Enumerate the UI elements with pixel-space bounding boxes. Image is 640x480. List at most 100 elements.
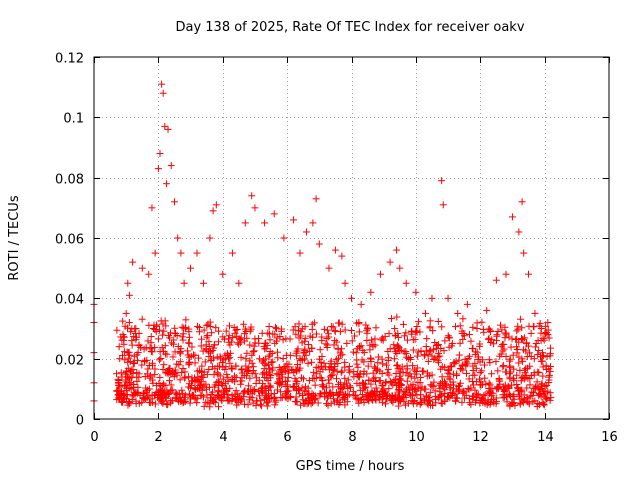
data-point-band	[295, 320, 303, 328]
data-point-band	[353, 379, 361, 387]
data-point-band	[160, 361, 168, 369]
data-point-band	[216, 353, 224, 361]
data-point-band	[262, 369, 270, 377]
data-point-band	[280, 364, 288, 372]
data-point-band	[200, 402, 208, 410]
data-point-band	[289, 383, 297, 391]
data-point-band	[481, 361, 489, 369]
data-point-band	[299, 375, 307, 383]
data-point-band	[205, 383, 213, 391]
data-point-band	[476, 342, 484, 350]
data-point-band	[185, 358, 193, 366]
data-point-band	[282, 351, 290, 359]
data-point-band	[133, 357, 141, 365]
data-point-band	[334, 344, 342, 352]
data-point-band	[539, 400, 547, 408]
data-point-band	[416, 398, 424, 406]
data-point-band	[302, 351, 310, 359]
data-point-band	[125, 354, 133, 362]
data-point-band	[279, 354, 287, 362]
data-point-band	[337, 351, 345, 359]
data-point-band	[227, 338, 235, 346]
data-point-band	[375, 377, 383, 385]
data-point-band	[479, 325, 487, 333]
data-point-band	[436, 352, 444, 360]
data-point-band	[365, 393, 373, 401]
data-point-band	[403, 385, 411, 393]
data-point-band	[203, 332, 211, 340]
data-point-band	[169, 353, 177, 361]
data-point-band	[347, 327, 355, 335]
data-point	[161, 122, 169, 130]
data-point-band	[276, 376, 284, 384]
data-point-band	[176, 347, 184, 355]
data-point-band	[334, 360, 342, 368]
data-point	[312, 195, 320, 203]
data-point-band	[174, 396, 182, 404]
data-point-band	[316, 346, 324, 354]
data-point	[212, 201, 220, 209]
data-point-band	[438, 400, 446, 408]
data-point-band	[510, 376, 518, 384]
data-point	[525, 270, 533, 278]
data-point-band	[156, 396, 164, 404]
data-point-band	[361, 380, 369, 388]
data-point-band	[253, 397, 261, 405]
data-point-band	[141, 372, 149, 380]
data-point-band	[296, 390, 304, 398]
data-point-band	[198, 386, 206, 394]
data-point-band	[300, 355, 308, 363]
data-point-band	[225, 332, 233, 340]
data-point-band	[324, 401, 332, 409]
data-point-band	[273, 337, 281, 345]
data-point	[439, 201, 447, 209]
data-point-band	[330, 395, 338, 403]
data-point-band	[283, 388, 291, 396]
data-point	[159, 89, 167, 97]
data-point-band	[244, 367, 252, 375]
data-point-band	[393, 341, 401, 349]
data-point-band	[471, 371, 479, 379]
data-point-band	[206, 400, 214, 408]
data-point	[376, 270, 384, 278]
data-point	[174, 234, 182, 242]
data-point-band	[213, 369, 221, 377]
data-point-band	[179, 336, 187, 344]
data-point-band	[122, 367, 130, 375]
data-point-band	[165, 368, 173, 376]
data-point-band	[206, 349, 214, 357]
data-point-band	[214, 338, 222, 346]
data-point-band	[412, 328, 420, 336]
data-point	[537, 325, 545, 332]
data-point-band	[150, 391, 158, 399]
data-point	[393, 246, 401, 254]
data-point-band	[471, 386, 479, 394]
data-point-band	[390, 341, 398, 349]
data-point-band	[236, 377, 244, 385]
data-point-band	[423, 372, 431, 380]
data-point-band	[151, 344, 159, 352]
data-point-band	[222, 327, 230, 335]
data-point-band	[404, 372, 412, 380]
data-point-band	[144, 337, 152, 345]
data-point-band	[201, 358, 209, 366]
data-point-band	[374, 353, 382, 361]
data-point-band	[397, 397, 405, 405]
data-point-band	[169, 340, 177, 348]
data-point-band	[486, 381, 494, 389]
data-point-band	[519, 397, 527, 405]
data-point-band	[419, 367, 427, 375]
data-point-band	[272, 398, 280, 406]
data-point-band	[378, 355, 386, 363]
data-point-band	[196, 375, 204, 383]
data-point-band	[515, 353, 523, 361]
data-point-band	[360, 358, 368, 366]
data-point-band	[535, 369, 543, 377]
data-point-band	[382, 378, 390, 386]
y-tick-label: 0.1	[63, 112, 84, 127]
x-tick-label: 4	[219, 430, 227, 445]
data-point-band	[469, 362, 477, 370]
data-point-band	[228, 376, 236, 384]
data-point-band	[185, 339, 193, 347]
data-point-band	[478, 394, 486, 402]
